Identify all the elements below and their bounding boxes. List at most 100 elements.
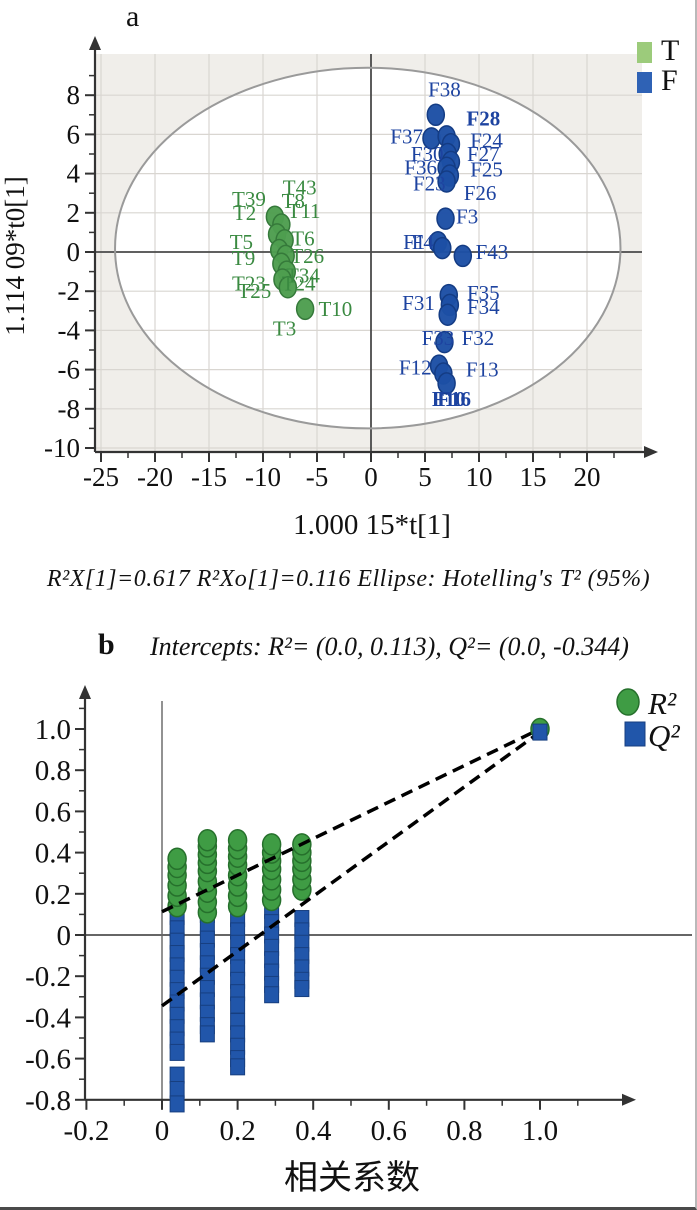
legend-swatch-Q2 <box>624 721 646 747</box>
ticks <box>85 74 615 462</box>
svg-text:T39: T39 <box>232 187 266 211</box>
svg-text:0.2: 0.2 <box>219 1115 255 1147</box>
q2-marker <box>199 1025 215 1043</box>
svg-text:-5: -5 <box>306 462 329 492</box>
svg-text:T6: T6 <box>291 226 314 250</box>
y-axis-label: 1.114 09*t0[1] <box>0 176 30 335</box>
sample-point-F <box>437 170 456 193</box>
r2-marker <box>227 828 248 852</box>
legend-label-F: F <box>661 64 678 97</box>
svg-text:F37: F37 <box>390 124 423 148</box>
r2-marker <box>261 833 282 856</box>
svg-text:-8: -8 <box>58 394 81 424</box>
svg-text:-20: -20 <box>137 462 173 492</box>
q2-marker <box>294 980 310 998</box>
svg-text:F35: F35 <box>467 281 500 305</box>
points-F <box>422 103 473 395</box>
panel-b-header: b Intercepts: R²= (0.0, 0.113), Q²= (0.0… <box>0 628 695 662</box>
svg-text:-25: -25 <box>83 462 119 492</box>
score-plot-chart: -25 -20 -15 -10 -5 0 5 10 15 2086420-2-4-6-8-101.… <box>0 34 679 541</box>
r2-marker <box>197 828 218 852</box>
svg-text:-6: -6 <box>58 355 81 385</box>
q2-marker <box>169 1043 185 1061</box>
svg-text:-0.8: -0.8 <box>25 1085 71 1117</box>
sample-point-F <box>436 207 455 230</box>
svg-text:F3: F3 <box>456 205 478 229</box>
svg-text:F23: F23 <box>413 171 446 195</box>
r2-marker <box>167 847 187 871</box>
q2-marker <box>169 1081 185 1098</box>
svg-text:0.8: 0.8 <box>35 755 71 787</box>
svg-text:F16: F16 <box>437 387 471 411</box>
svg-text:T5: T5 <box>230 230 253 254</box>
q2-marker <box>230 996 246 1014</box>
svg-text:-15: -15 <box>191 462 227 492</box>
svg-text:0: 0 <box>155 1115 170 1147</box>
svg-text:20: 20 <box>574 462 601 492</box>
markers-Q2 <box>169 885 310 1113</box>
svg-text:T8: T8 <box>282 189 305 213</box>
svg-text:F28: F28 <box>466 107 500 131</box>
svg-text:F10: F10 <box>432 387 466 411</box>
q2-marker <box>169 1066 185 1084</box>
svg-text:T26: T26 <box>290 244 324 268</box>
svg-text:F33: F33 <box>422 326 455 350</box>
svg-text:-10: -10 <box>44 433 80 463</box>
legend-swatch-T <box>637 42 652 63</box>
svg-text:F34: F34 <box>467 295 500 319</box>
svg-text:-0.4: -0.4 <box>25 1002 71 1034</box>
sample-point-F <box>435 330 454 354</box>
sample-point-F <box>453 244 473 268</box>
legend: TF <box>637 34 679 97</box>
svg-text:T11: T11 <box>288 199 321 223</box>
svg-text:F13: F13 <box>466 358 499 382</box>
svg-text:-0.2: -0.2 <box>25 961 71 993</box>
svg-text:0: 0 <box>57 920 72 952</box>
q2-marker <box>264 986 280 1004</box>
sample-point-F <box>433 236 452 260</box>
legend-swatch-F <box>637 72 652 93</box>
svg-text:0.2: 0.2 <box>35 879 71 911</box>
svg-text:F1: F1 <box>403 230 425 254</box>
svg-text:0.6: 0.6 <box>371 1115 407 1147</box>
x-axis-label: 1.000 15*t[1] <box>293 509 451 541</box>
svg-text:2: 2 <box>67 198 81 228</box>
x-axis-arrow <box>622 1093 636 1106</box>
svg-text:F25: F25 <box>470 158 503 182</box>
svg-text:F31: F31 <box>402 291 435 315</box>
legend-label-T: T <box>661 34 679 67</box>
svg-text:T34: T34 <box>286 264 320 288</box>
svg-text:10: 10 <box>466 462 493 492</box>
svg-text:0: 0 <box>67 237 81 267</box>
svg-text:F12: F12 <box>399 356 432 380</box>
svg-text:T2: T2 <box>233 201 256 225</box>
svg-text:0.4: 0.4 <box>295 1115 332 1147</box>
permutation-plot-chart: -0.2 0 0.2 0.4 0.6 0.8 1.0 1.0 0.8 0.6 0.4 0.2 0 -0.2… <box>25 685 692 1197</box>
svg-text:T43: T43 <box>283 175 317 199</box>
markers-R2 <box>167 828 312 924</box>
hotelling-ellipse <box>114 66 622 430</box>
svg-text:1.0: 1.0 <box>35 714 71 746</box>
svg-text:T9: T9 <box>232 246 255 270</box>
points-T <box>265 205 315 321</box>
panel-b-title: Intercepts: R²= (0.0, 0.113), Q²= (0.0, … <box>150 632 629 661</box>
regression-lines <box>160 727 542 1008</box>
sample-point-F <box>438 303 457 326</box>
sample-point-F <box>426 103 446 127</box>
panel-a-caption: R²X[1]=0.617 R²Xo[1]=0.116 Ellipse: Hote… <box>46 566 651 592</box>
legend-label-R2: R² <box>647 686 677 721</box>
q2-marker <box>169 1095 185 1113</box>
y-axis-arrow <box>79 685 91 699</box>
svg-text:F27: F27 <box>467 142 500 166</box>
svg-text:F30: F30 <box>411 142 444 166</box>
svg-text:T10: T10 <box>318 297 352 321</box>
svg-text:F4: F4 <box>412 230 435 254</box>
svg-text:15: 15 <box>520 462 547 492</box>
svg-text:0.6: 0.6 <box>35 796 71 828</box>
svg-text:-0.6: -0.6 <box>25 1044 71 1076</box>
markers-at-1 <box>530 717 550 741</box>
svg-text:-10: -10 <box>245 462 281 492</box>
